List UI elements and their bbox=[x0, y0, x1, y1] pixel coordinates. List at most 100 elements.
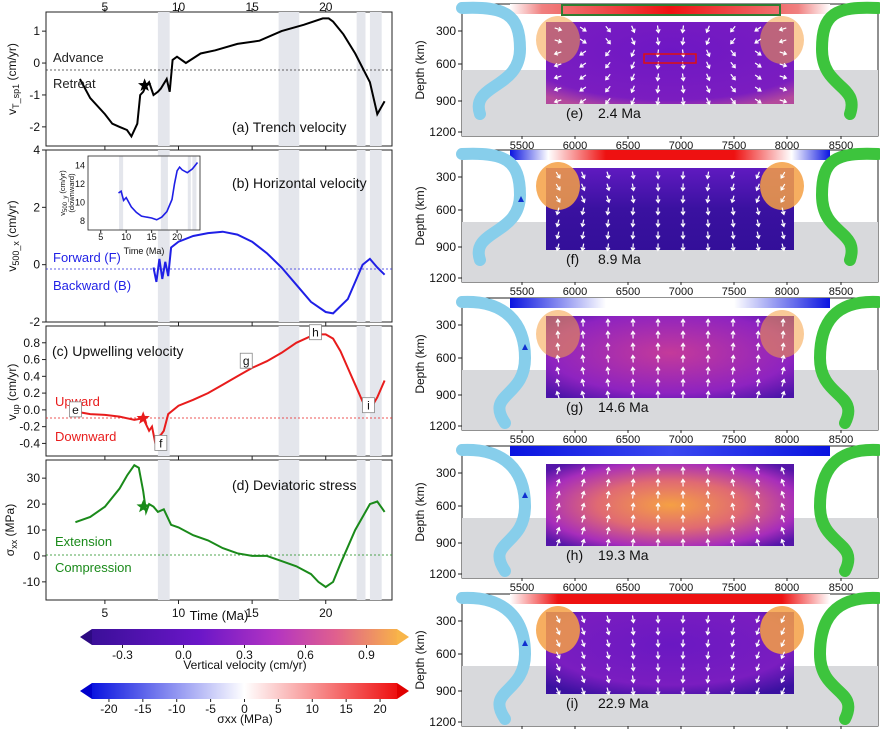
velocity-arrow bbox=[755, 502, 761, 511]
shaded-band-1 bbox=[278, 150, 300, 322]
velocity-arrow bbox=[630, 675, 636, 684]
shaded-band-2 bbox=[356, 150, 366, 322]
velocity-arrow bbox=[730, 207, 736, 216]
velocity-arrow bbox=[754, 50, 762, 56]
inset-series-line bbox=[118, 162, 199, 221]
velocity-arrow bbox=[581, 195, 586, 204]
velocity-arrow bbox=[580, 342, 586, 351]
surface-stress-bar bbox=[510, 4, 830, 14]
top-xtick-label: 20 bbox=[319, 0, 333, 14]
velocity-arrow bbox=[605, 675, 611, 684]
velocity-arrow bbox=[580, 639, 586, 648]
velocity-arrow bbox=[780, 538, 786, 547]
colorbar-sig-ticks: -20 -15 -10 -5 0 5 10 15 20 bbox=[100, 699, 387, 716]
velocity-arrow bbox=[730, 342, 736, 351]
velocity-arrow bbox=[553, 74, 562, 80]
velocity-arrow bbox=[555, 366, 561, 375]
velocity-arrow bbox=[630, 61, 635, 70]
velocity-arrow bbox=[580, 651, 586, 660]
velocity-arrow bbox=[555, 330, 561, 339]
velocity-arrow bbox=[580, 330, 586, 339]
inset-shaded-band bbox=[160, 156, 168, 230]
velocity-arrow bbox=[755, 243, 761, 252]
corner-upwelling-right bbox=[760, 606, 804, 654]
velocity-arrow bbox=[705, 651, 711, 660]
velocity-arrow bbox=[755, 639, 761, 648]
velocity-arrow bbox=[680, 514, 686, 523]
velocity-arrow bbox=[580, 663, 586, 672]
velocity-arrow bbox=[555, 615, 561, 624]
velocity-arrow bbox=[755, 219, 761, 228]
velocity-arrow bbox=[605, 97, 611, 105]
velocity-arrow bbox=[630, 615, 636, 624]
snapshot-panel-4: (h) 19.3 Ma 300 600 900 1200 Depth (km) 5500 600… bbox=[413, 443, 880, 594]
velocity-arrow bbox=[779, 98, 788, 104]
highlight-box-depth bbox=[643, 53, 697, 64]
velocity-arrow bbox=[605, 342, 611, 351]
velocity-arrow bbox=[605, 466, 611, 475]
velocity-arrow bbox=[705, 366, 711, 375]
velocity-arrow bbox=[605, 243, 611, 252]
velocity-arrow bbox=[605, 366, 611, 375]
velocity-arrow bbox=[680, 219, 686, 228]
velocity-arrow bbox=[580, 207, 586, 216]
ytick-label: 0.4 bbox=[23, 369, 40, 383]
velocity-arrow bbox=[680, 675, 686, 684]
velocity-arrow bbox=[755, 231, 761, 240]
velocity-arrow bbox=[555, 490, 561, 499]
velocity-arrow bbox=[579, 86, 587, 92]
trench-marker bbox=[522, 344, 528, 350]
stage-label-box-f bbox=[154, 435, 168, 451]
velocity-arrow bbox=[655, 37, 661, 46]
velocity-arrow bbox=[605, 195, 611, 204]
right-slab bbox=[815, 147, 880, 266]
velocity-arrow bbox=[630, 390, 636, 399]
velocity-arrow bbox=[580, 526, 586, 535]
velocity-arrow bbox=[780, 627, 786, 636]
velocity-arrow bbox=[605, 61, 611, 69]
distance-tick-label: 8000 bbox=[775, 582, 799, 594]
velocity-arrow bbox=[580, 366, 586, 375]
inset-frame bbox=[87, 155, 201, 231]
distance-tick-label: 8500 bbox=[829, 286, 853, 298]
velocity-arrow bbox=[705, 330, 711, 339]
velocity-arrows bbox=[555, 615, 786, 696]
velocity-arrow bbox=[755, 378, 761, 387]
velocity-arrow bbox=[605, 37, 611, 45]
colorbar-tick-label: 5 bbox=[275, 702, 282, 716]
velocity-arrow bbox=[605, 85, 611, 93]
colorbar-tick-label: 0.0 bbox=[175, 648, 192, 662]
velocity-arrow bbox=[730, 171, 736, 180]
colorbar-tick-label: -20 bbox=[100, 702, 118, 716]
velocity-arrow bbox=[655, 390, 661, 399]
velocity-arrow bbox=[605, 526, 611, 535]
panel-c-ticks: -0.4 -0.2 0.0 0.2 0.4 0.6 0.8 bbox=[19, 336, 327, 460]
depth-tick-label: 900 bbox=[436, 536, 456, 550]
velocity-arrow bbox=[555, 663, 561, 672]
velocity-arrow bbox=[630, 466, 636, 475]
surface-stress-bar bbox=[510, 594, 830, 604]
distance-tick-label: 7000 bbox=[669, 140, 693, 152]
velocity-arrow bbox=[630, 687, 636, 696]
left-slab bbox=[456, 1, 527, 120]
panel-b: -2 0 2 4 Forward (F) Backward (B) (b) Horiz… bbox=[5, 143, 393, 329]
depth-tick-label: 1200 bbox=[429, 567, 456, 581]
velocity-arrow bbox=[630, 342, 636, 351]
velocity-arrow bbox=[730, 97, 736, 105]
velocity-arrow bbox=[680, 478, 686, 487]
velocity-arrow bbox=[705, 538, 711, 547]
right-slab bbox=[813, 295, 880, 429]
velocity-arrow bbox=[755, 354, 761, 363]
left-slab bbox=[456, 443, 532, 577]
velocity-arrow bbox=[605, 231, 611, 240]
velocity-arrow bbox=[580, 514, 586, 523]
velocity-arrow bbox=[605, 651, 611, 660]
ytick-label: 4 bbox=[33, 143, 40, 157]
velocity-arrow bbox=[780, 183, 786, 191]
velocity-arrow bbox=[780, 195, 786, 203]
snapshot-age: 2.4 Ma bbox=[598, 105, 641, 121]
velocity-arrow bbox=[580, 478, 586, 487]
ytick-label: 0 bbox=[33, 56, 40, 70]
velocity-arrow bbox=[555, 675, 561, 684]
